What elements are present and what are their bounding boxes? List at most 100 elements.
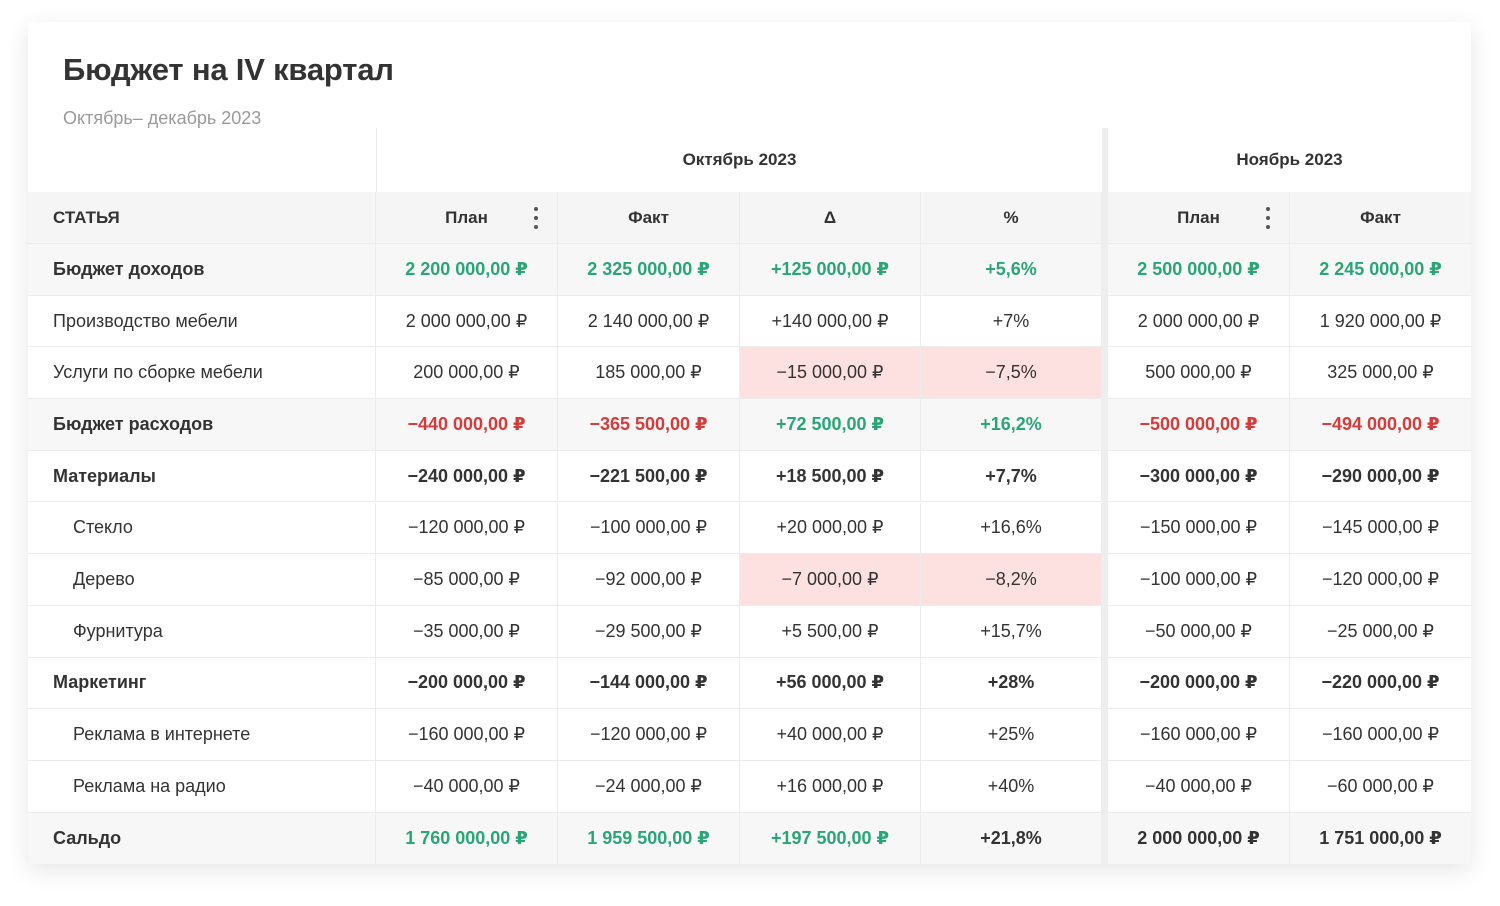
cell-oct-pct: −8,2% [921, 554, 1102, 605]
cell-oct-plan: −35 000,00 ₽ [376, 605, 558, 657]
row-label: Сальдо [28, 812, 376, 864]
table-row[interactable]: Бюджет доходов 2 200 000,00 ₽2 325 000,00… [28, 244, 1471, 296]
cell-oct-pct: +25% [921, 709, 1102, 760]
table-row[interactable]: Стекло −120 000,00 ₽ −100 000,00 ₽ +20 000,… [28, 502, 1471, 555]
cell-oct-pct: +7% [921, 295, 1102, 347]
row-label: Бюджет расходов [28, 399, 376, 450]
cell-nov-plan: −200 000,00 ₽ [1108, 657, 1290, 709]
cell-oct-delta: −15 000,00 ₽ [740, 347, 921, 399]
column-header-oct-delta[interactable]: Δ [740, 192, 921, 243]
cell-nov-fact: 1 920 000,00 ₽ [1319, 310, 1442, 331]
cell-oct-fact: −24 000,00 ₽ [558, 761, 740, 812]
cell-nov-plan: −500 000,00 ₽ [1108, 399, 1290, 450]
row-label: Материалы [28, 450, 376, 502]
column-header-row: СТАТЬЯ План Факт Δ % План Факт [28, 192, 1471, 244]
cell-oct-pct: +16,2% [921, 399, 1102, 450]
cell-nov-fact: 325 000,00 ₽ [1327, 362, 1434, 383]
column-header-oct-percent[interactable]: % [921, 192, 1102, 243]
cell-nov-plan: −50 000,00 ₽ [1108, 605, 1290, 657]
cell-nov-fact: 1 751 000,00 ₽ [1319, 828, 1442, 849]
cell-oct-delta: +5 500,00 ₽ [740, 605, 921, 657]
cell-oct-plan: −440 000,00 ₽ [376, 399, 558, 450]
cell-nov-plan: −100 000,00 ₽ [1108, 554, 1290, 605]
table-row[interactable]: Дерево −85 000,00 ₽ −92 000,00 ₽ −7 000,00 … [28, 554, 1471, 606]
cell-nov-fact: −160 000,00 ₽ [1321, 724, 1440, 745]
cell-nov-plan: −40 000,00 ₽ [1108, 761, 1290, 812]
month-header-october: Октябрь 2023 [376, 128, 1102, 192]
cell-oct-delta: −7 000,00 ₽ [740, 554, 921, 605]
row-label: Дерево [28, 554, 376, 605]
cell-oct-fact: 2 325 000,00 ₽ [558, 244, 740, 295]
row-label: Реклама на радио [28, 761, 376, 812]
cell-nov-plan: 2 000 000,00 ₽ [1108, 812, 1290, 864]
table-row[interactable]: Фурнитура −35 000,00 ₽ −29 500,00 ₽ +5 500,… [28, 605, 1471, 658]
table-row[interactable]: Сальдо 1 760 000,00 ₽1 959 500,00 ₽ +197 5… [28, 812, 1471, 864]
cell-nov-fact: −494 000,00 ₽ [1321, 413, 1440, 434]
cell-oct-delta: +56 000,00 ₽ [740, 657, 921, 709]
kebab-menu-icon[interactable] [1261, 206, 1275, 229]
cell-nov-plan: 2 000 000,00 ₽ [1108, 295, 1290, 347]
cell-oct-delta: +20 000,00 ₽ [740, 502, 921, 554]
cell-oct-pct: +21,8% [921, 812, 1102, 864]
table-row[interactable]: Производство мебели 2 000 000,00 ₽2 140 0… [28, 295, 1471, 348]
cell-oct-plan: −85 000,00 ₽ [376, 554, 558, 605]
table-row[interactable]: Реклама в интернете −160 000,00 ₽ −120 000… [28, 709, 1471, 761]
column-header-nov-plan[interactable]: План [1108, 192, 1290, 243]
cell-nov-fact: −220 000,00 ₽ [1321, 672, 1440, 693]
month-header-row: Октябрь 2023 Ноябрь 2023 [28, 128, 1471, 192]
page-subtitle: Октябрь– декабрь 2023 [63, 108, 262, 128]
row-label: Фурнитура [28, 605, 376, 657]
cell-oct-plan: −200 000,00 ₽ [376, 657, 558, 709]
cell-oct-plan: −40 000,00 ₽ [376, 761, 558, 812]
cell-nov-fact: −120 000,00 ₽ [1321, 569, 1440, 590]
row-label: Бюджет доходов [28, 244, 376, 295]
cell-nov-plan: 500 000,00 ₽ [1108, 347, 1290, 399]
cell-nov-plan: −150 000,00 ₽ [1108, 502, 1290, 554]
cell-oct-pct: +7,7% [921, 450, 1102, 502]
cell-nov-fact: −25 000,00 ₽ [1326, 620, 1435, 641]
budget-card: Бюджет на IV квартал Октябрь– декабрь 20… [28, 22, 1471, 864]
cell-oct-fact: −365 500,00 ₽ [558, 399, 740, 450]
cell-nov-plan: −300 000,00 ₽ [1108, 450, 1290, 502]
cell-nov-plan: −160 000,00 ₽ [1108, 709, 1290, 760]
table-row[interactable]: Реклама на радио −40 000,00 ₽ −24 000,00 ₽… [28, 761, 1471, 813]
cell-oct-plan: 2 000 000,00 ₽ [376, 295, 558, 347]
row-label: Реклама в интернете [28, 709, 376, 760]
cell-oct-plan: 200 000,00 ₽ [376, 347, 558, 399]
cell-oct-plan: 2 200 000,00 ₽ [376, 244, 558, 295]
cell-oct-delta: +40 000,00 ₽ [740, 709, 921, 760]
cell-oct-plan: −240 000,00 ₽ [376, 450, 558, 502]
cell-oct-plan: −120 000,00 ₽ [376, 502, 558, 554]
column-header-oct-fact[interactable]: Факт [558, 192, 740, 243]
cell-oct-delta: +197 500,00 ₽ [740, 812, 921, 864]
cell-oct-delta: +125 000,00 ₽ [740, 244, 921, 295]
cell-oct-delta: +72 500,00 ₽ [740, 399, 921, 450]
table-row[interactable]: Материалы −240 000,00 ₽ −221 500,00 ₽ +18 5… [28, 450, 1471, 503]
column-header-nov-fact[interactable]: Факт [1360, 207, 1401, 227]
cell-nov-fact: −290 000,00 ₽ [1321, 465, 1440, 486]
kebab-menu-icon[interactable] [529, 206, 543, 229]
cell-nov-plan: 2 500 000,00 ₽ [1108, 244, 1290, 295]
cell-oct-fact: −120 000,00 ₽ [558, 709, 740, 760]
cell-nov-fact: −60 000,00 ₽ [1326, 775, 1435, 796]
cell-oct-fact: −144 000,00 ₽ [558, 657, 740, 709]
month-header-november: Ноябрь 2023 [1236, 150, 1343, 169]
cell-oct-plan: −160 000,00 ₽ [376, 709, 558, 760]
cell-oct-delta: +18 500,00 ₽ [740, 450, 921, 502]
table-row[interactable]: Бюджет расходов −440 000,00 ₽ −365 500,00 … [28, 399, 1471, 451]
table-row[interactable]: Маркетинг −200 000,00 ₽ −144 000,00 ₽ +56 0… [28, 657, 1471, 710]
cell-oct-fact: 185 000,00 ₽ [558, 347, 740, 399]
cell-oct-fact: 2 140 000,00 ₽ [558, 295, 740, 347]
cell-oct-plan: 1 760 000,00 ₽ [376, 812, 558, 864]
cell-oct-fact: −92 000,00 ₽ [558, 554, 740, 605]
cell-oct-fact: −29 500,00 ₽ [558, 605, 740, 657]
table-row[interactable]: Услуги по сборке мебели 200 000,00 ₽185 0… [28, 347, 1471, 400]
page-title: Бюджет на IV квартал [63, 52, 394, 87]
column-header-oct-plan[interactable]: План [376, 192, 558, 243]
cell-nov-fact: −145 000,00 ₽ [1321, 517, 1440, 538]
cell-oct-pct: +15,7% [921, 605, 1102, 657]
cell-oct-pct: +16,6% [921, 502, 1102, 554]
cell-oct-fact: −221 500,00 ₽ [558, 450, 740, 502]
cell-nov-fact: 2 245 000,00 ₽ [1319, 258, 1442, 279]
cell-oct-pct: +28% [921, 657, 1102, 709]
